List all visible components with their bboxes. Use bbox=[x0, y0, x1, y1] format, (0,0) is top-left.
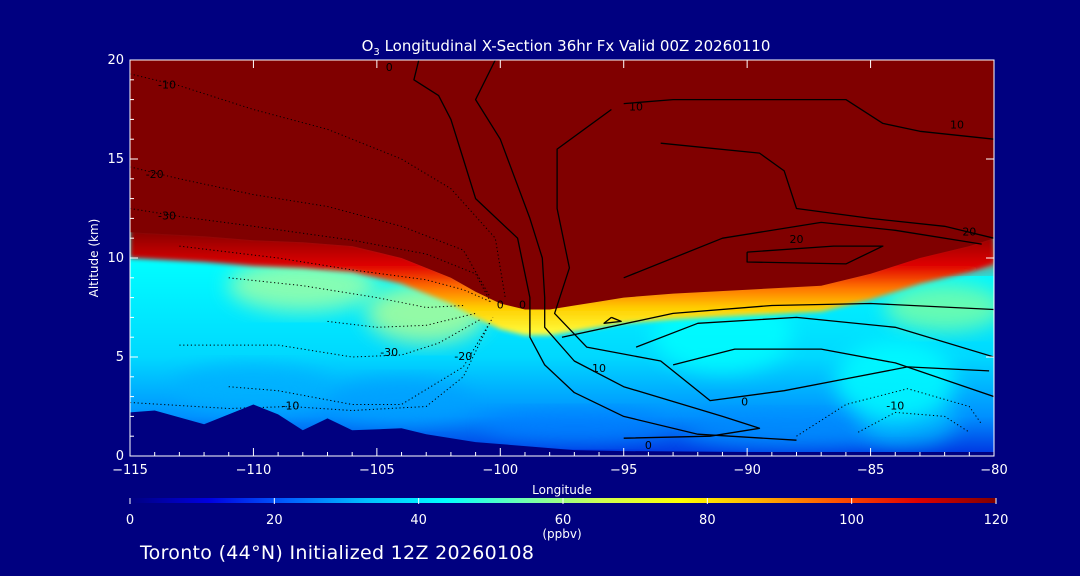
contour-labels: -10 0 -20 -30 -30 -20 -10 0 0 10 10 10 20 20 0 -10 0 bbox=[146, 61, 977, 452]
contour-label-10: 10 bbox=[592, 362, 606, 375]
contour-solid-6 bbox=[746, 245, 884, 265]
y-tick-label-2: 10 bbox=[107, 251, 124, 266]
ozone-blob-2 bbox=[173, 364, 334, 413]
colorbar-unit-label: (ppbv) bbox=[542, 527, 581, 541]
footer-initialization-text: Toronto (44°N) Initialized 12Z 20260108 bbox=[140, 542, 535, 564]
contour-solid-10 bbox=[672, 348, 994, 398]
contour-dotted-2 bbox=[130, 208, 491, 302]
y-tick-label-4: 20 bbox=[107, 53, 124, 68]
tropopause-transition-band bbox=[130, 228, 994, 336]
contour-label-11: 10 bbox=[950, 118, 964, 131]
contour-label-4: -30 bbox=[380, 346, 398, 359]
contour-dotted-4 bbox=[228, 277, 464, 308]
x-axis-label: Longitude bbox=[532, 483, 592, 497]
x-tick-label-4: −95 bbox=[610, 463, 637, 478]
colorbar-tick-label-1: 20 bbox=[266, 513, 283, 528]
x-tick-label-1: −110 bbox=[236, 463, 272, 478]
contour-solid-1 bbox=[474, 60, 761, 439]
contour-lines bbox=[130, 60, 994, 441]
stratospheric-ozone-field bbox=[130, 60, 994, 310]
contour-label-15: -10 bbox=[886, 400, 904, 413]
x-tick-label-2: −105 bbox=[359, 463, 395, 478]
contour-label-9: 10 bbox=[629, 101, 643, 114]
contour-label-6: -10 bbox=[281, 400, 299, 413]
ozone-blob-0 bbox=[227, 259, 378, 312]
x-tick-label-7: −80 bbox=[980, 463, 1007, 478]
contour-label-7: 0 bbox=[497, 299, 504, 312]
ozone-blob-8 bbox=[884, 283, 994, 332]
y-tick-label-0: 0 bbox=[116, 449, 124, 464]
contour-label-16: 0 bbox=[645, 439, 652, 452]
contour-label-2: -20 bbox=[146, 168, 164, 181]
contour-label-0: -10 bbox=[158, 79, 176, 92]
ozone-blob-9 bbox=[835, 340, 956, 421]
contour-dotted-8 bbox=[130, 321, 491, 411]
contour-solid-5 bbox=[623, 221, 982, 279]
colorbar: 0 20 40 60 80 100 120 (ppbv) bbox=[126, 498, 1009, 541]
colorbar-tick-label-6: 120 bbox=[984, 513, 1009, 528]
contour-dotted-9 bbox=[796, 388, 983, 437]
chart-title: O3 Longitudinal X-Section 36hr Fx Valid … bbox=[362, 37, 771, 58]
contour-solid-9 bbox=[635, 316, 994, 358]
ozone-blob-4 bbox=[484, 410, 665, 443]
colorbar-tick-label-4: 80 bbox=[699, 513, 716, 528]
contour-dotted-6 bbox=[179, 318, 481, 358]
terrain bbox=[130, 404, 994, 456]
contour-label-5: -20 bbox=[454, 350, 472, 363]
x-tick-label-5: −90 bbox=[733, 463, 760, 478]
ozone-blob-3 bbox=[331, 378, 472, 423]
contour-label-13: 20 bbox=[962, 225, 976, 238]
contour-solid-4 bbox=[660, 142, 994, 239]
contour-label-1: 0 bbox=[386, 61, 393, 74]
colorbar-tick-label-5: 100 bbox=[839, 513, 864, 528]
x-tick-label-6: −85 bbox=[857, 463, 884, 478]
y-axis-label: Altitude (km) bbox=[87, 219, 101, 298]
colorbar-tick-label-0: 0 bbox=[126, 513, 134, 528]
y-axis-ticks: 0 5 10 15 20 bbox=[107, 53, 994, 464]
contour-solid-0 bbox=[413, 60, 797, 441]
ozone-blob-5 bbox=[686, 412, 907, 449]
contour-label-14: 0 bbox=[741, 396, 748, 409]
colorbar-tick-label-3: 60 bbox=[555, 513, 572, 528]
colorbar-tick-label-2: 40 bbox=[410, 513, 427, 528]
contour-solid-7 bbox=[603, 316, 622, 324]
colorbar-ticks: 0 20 40 60 80 100 120 bbox=[126, 498, 1009, 528]
contour-solid-3 bbox=[623, 98, 994, 140]
contour-solid-8 bbox=[561, 302, 994, 338]
plot-area: -10 0 -20 -30 -30 -20 -10 0 0 10 10 10 20 20 0 -10 0 bbox=[130, 60, 994, 456]
y-tick-label-1: 5 bbox=[116, 350, 124, 365]
x-axis-ticks: −115 −110 −105 −100 −95 −90 −85 −80 bbox=[112, 60, 1008, 478]
y-tick-label-3: 15 bbox=[107, 152, 124, 167]
x-tick-label-3: −100 bbox=[482, 463, 518, 478]
contour-label-3: -30 bbox=[158, 209, 176, 222]
contour-label-12: 20 bbox=[790, 233, 804, 246]
contour-solid-2 bbox=[553, 108, 990, 402]
contour-dotted-1 bbox=[130, 166, 491, 298]
x-tick-label-0: −115 bbox=[112, 463, 148, 478]
contour-label-8: 0 bbox=[519, 299, 526, 312]
